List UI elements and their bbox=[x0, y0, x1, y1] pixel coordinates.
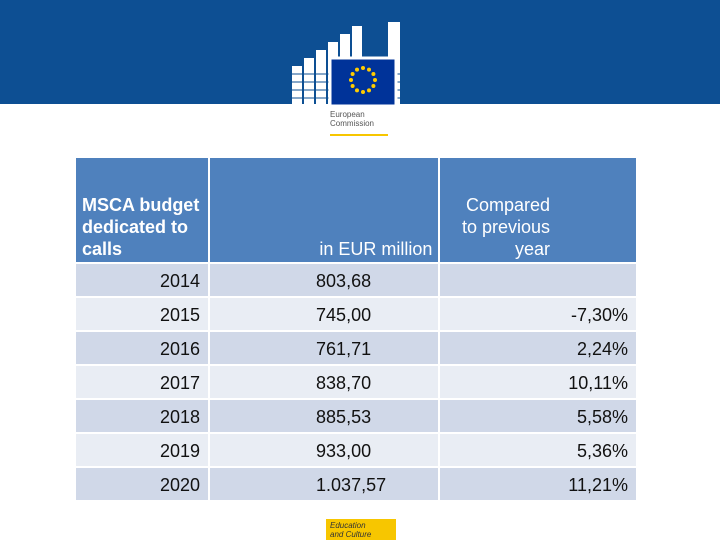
amount-cell: 933,00 bbox=[210, 434, 441, 468]
year-cell: 2016 bbox=[76, 332, 211, 366]
table-row: 2018 885,53 5,58% bbox=[76, 400, 638, 434]
amount-cell: 761,71 bbox=[210, 332, 441, 366]
logo-wordmark: European Commission bbox=[330, 110, 400, 128]
year-cell: 2017 bbox=[76, 366, 211, 400]
change-cell: 5,36% bbox=[440, 434, 638, 468]
table-row: 2015 745,00 -7,30% bbox=[76, 298, 638, 332]
logo-line-1: European bbox=[330, 110, 365, 119]
amount-cell: 838,70 bbox=[210, 366, 441, 400]
column-header-change: Compared to previous year bbox=[440, 158, 638, 264]
badge-line-2: and Culture bbox=[330, 530, 372, 539]
column-header-amount: in EUR million bbox=[210, 158, 441, 264]
education-culture-badge bbox=[326, 519, 396, 540]
change-cell: 5,58% bbox=[440, 400, 638, 434]
change-cell bbox=[440, 264, 638, 298]
badge-line-1: Education bbox=[330, 521, 366, 530]
year-cell: 2020 bbox=[76, 468, 211, 502]
logo-line-2: Commission bbox=[330, 119, 375, 128]
year-cell: 2018 bbox=[76, 400, 211, 434]
european-commission-logo bbox=[290, 22, 402, 140]
change-cell: 2,24% bbox=[440, 332, 638, 366]
change-cell: 10,11% bbox=[440, 366, 638, 400]
budget-table: MSCA budget dedicated to calls in EUR mi… bbox=[76, 158, 638, 502]
amount-cell: 1.037,57 bbox=[210, 468, 441, 502]
change-cell: 11,21% bbox=[440, 468, 638, 502]
table-row: 2020 1.037,57 11,21% bbox=[76, 468, 638, 502]
amount-cell: 803,68 bbox=[210, 264, 441, 298]
year-cell: 2019 bbox=[76, 434, 211, 468]
logo-underline bbox=[330, 134, 388, 136]
column-header-label: MSCA budget dedicated to calls bbox=[76, 158, 211, 264]
table-row: 2014 803,68 bbox=[76, 264, 638, 298]
table-row: 2016 761,71 2,24% bbox=[76, 332, 638, 366]
amount-cell: 885,53 bbox=[210, 400, 441, 434]
change-cell: -7,30% bbox=[440, 298, 638, 332]
table-row: 2017 838,70 10,11% bbox=[76, 366, 638, 400]
year-cell: 2014 bbox=[76, 264, 211, 298]
year-cell: 2015 bbox=[76, 298, 211, 332]
table-row: 2019 933,00 5,36% bbox=[76, 434, 638, 468]
badge-text: Education and Culture bbox=[330, 521, 371, 539]
amount-cell: 745,00 bbox=[210, 298, 441, 332]
building-emblem-icon bbox=[292, 22, 400, 108]
table-header-row: MSCA budget dedicated to calls in EUR mi… bbox=[76, 158, 638, 264]
